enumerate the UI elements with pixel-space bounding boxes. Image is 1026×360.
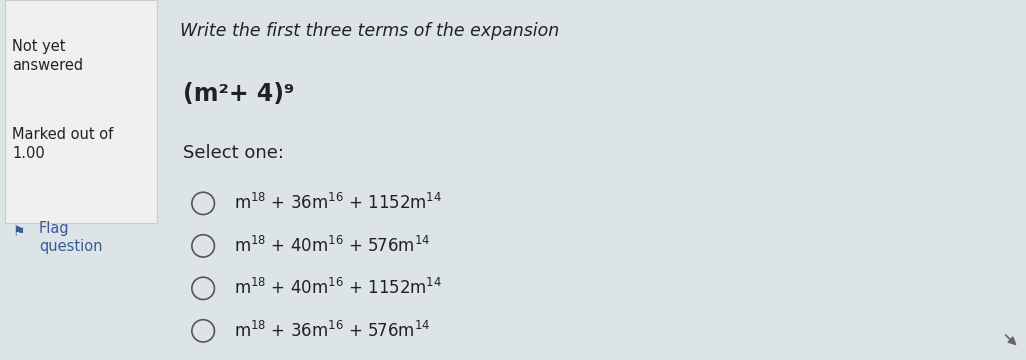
Text: Not yet
answered: Not yet answered	[12, 39, 83, 73]
Text: Write the first three terms of the expansion: Write the first three terms of the expan…	[180, 22, 559, 40]
Text: Marked out of
1.00: Marked out of 1.00	[12, 127, 114, 161]
Text: m$^{18}$ + 36m$^{16}$ + 576m$^{14}$: m$^{18}$ + 36m$^{16}$ + 576m$^{14}$	[234, 321, 430, 341]
Text: Flag
question: Flag question	[39, 221, 103, 255]
Text: (m²+ 4)⁹: (m²+ 4)⁹	[183, 82, 294, 105]
FancyBboxPatch shape	[5, 0, 157, 223]
Text: m$^{18}$ + 36m$^{16}$ + 1152m$^{14}$: m$^{18}$ + 36m$^{16}$ + 1152m$^{14}$	[234, 193, 442, 213]
Text: m$^{18}$ + 40m$^{16}$ + 576m$^{14}$: m$^{18}$ + 40m$^{16}$ + 576m$^{14}$	[234, 236, 430, 256]
Text: m$^{18}$ + 40m$^{16}$ + 1152m$^{14}$: m$^{18}$ + 40m$^{16}$ + 1152m$^{14}$	[234, 278, 442, 298]
Text: ⚑: ⚑	[12, 225, 25, 239]
Text: Select one:: Select one:	[183, 144, 283, 162]
